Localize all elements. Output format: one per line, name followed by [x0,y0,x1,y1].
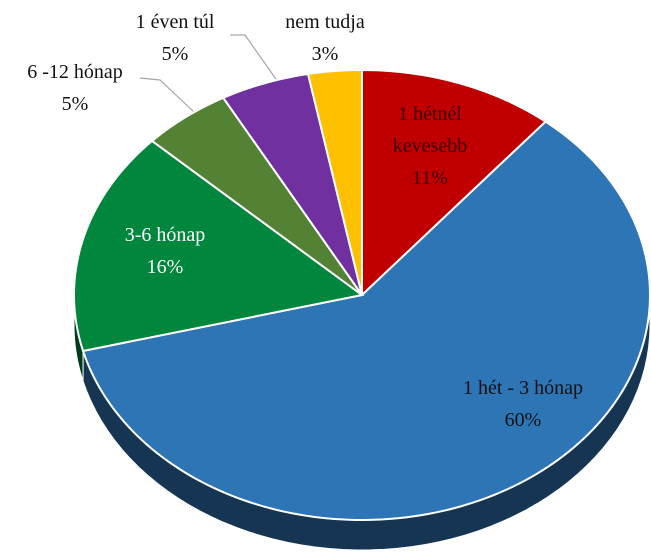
value-label: 16% [146,256,184,278]
data-label: 1 éven túl 5% [110,6,240,70]
category-label: 1 éven túl [135,11,215,33]
slice [221,72,363,296]
data-label-box: 1 éven túl 5% [110,6,240,70]
category-label: 1 hétnél kevesebb [392,103,468,157]
value-label: 60% [504,409,542,431]
value-label: 5% [161,43,189,65]
data-label: nem tudja 3% [265,6,385,70]
data-label-box: 3-6 hónap 16% [85,219,245,283]
category-label: nem tudja [285,11,365,33]
data-label-box: 1 hétnél kevesebb 11% [370,98,490,194]
value-label: 5% [61,93,89,115]
data-label-box: 1 hét - 3 hónap 60% [413,372,633,436]
leader-line [230,34,279,83]
slice [81,120,651,521]
value-label: 3% [311,43,339,65]
slice [306,68,363,296]
data-label-box: nem tudja 3% [265,6,385,70]
slice [73,139,365,353]
slice [150,96,363,296]
data-label: 3-6 hónap 16% [85,219,245,283]
data-label: 6 -12 hónap 5% [0,56,150,120]
data-label: 1 hétnél kevesebb 11% [370,98,490,194]
value-label: 11% [412,167,448,189]
category-label: 1 hét - 3 hónap [463,377,583,399]
data-label-box: 6 -12 hónap 5% [0,56,150,120]
category-label: 3-6 hónap [124,224,206,246]
category-label: 6 -12 hónap [27,61,123,83]
leader-line [139,77,196,114]
data-label: 1 hét - 3 hónap 60% [413,372,633,436]
slice [361,68,548,298]
